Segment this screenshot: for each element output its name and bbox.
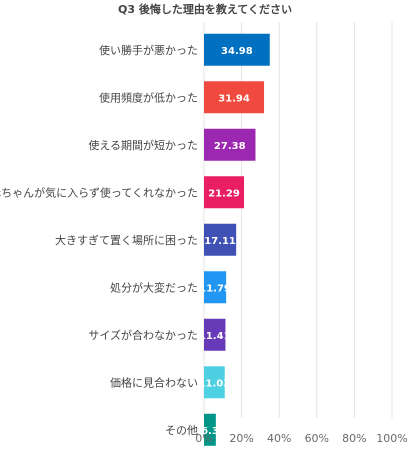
bar: [204, 33, 270, 66]
bar: [204, 176, 245, 209]
bar: [204, 413, 216, 446]
bar-value-label: 21.29: [208, 188, 240, 199]
category-label: 価格に見合わない: [110, 375, 198, 389]
bar-value-label: 17.11: [204, 236, 236, 247]
bar-value-label: 27.38: [214, 141, 246, 152]
category-label: その他: [165, 424, 198, 437]
category-label: 使える期間が短かった: [88, 138, 198, 152]
category-labels: 使い勝手が悪かった使用頻度が低かった使える期間が短かった赤ちゃんが気に入らず使っ…: [0, 43, 198, 437]
bar: [204, 271, 227, 304]
bar-value-label: 11.03: [199, 378, 231, 389]
bar: [204, 81, 265, 114]
bar-value-label: 31.94: [218, 93, 250, 104]
bars: 34.98 31.94 27.38 21.29 17.11 11.79 11.41 11.03…: [199, 33, 270, 446]
category-label: サイズが合わなかった: [88, 328, 198, 342]
category-label: 使用頻度が低かった: [99, 90, 198, 104]
x-tick-label: 20%: [229, 432, 253, 445]
bar-value-label: 6.3: [201, 426, 219, 437]
category-label: 使い勝手が悪かった: [99, 43, 198, 57]
x-tick-label: 0%: [195, 432, 212, 445]
bar-value-label: 11.41: [199, 331, 231, 342]
bar: [204, 318, 226, 351]
bar-value-label: 11.79: [199, 283, 231, 294]
x-tick-label: 80%: [342, 432, 366, 445]
x-tick-label: 60%: [305, 432, 329, 445]
x-tick-label: 40%: [267, 432, 291, 445]
chart-title: Q3 後悔した理由を教えてください: [118, 2, 292, 16]
category-label: 大きすぎて置く場所に困った: [55, 233, 198, 247]
category-label: 赤ちゃんが気に入らず使ってくれなかった: [0, 185, 198, 199]
bar: [204, 128, 256, 161]
bar: [204, 223, 237, 256]
category-label: 処分が大変だった: [110, 280, 198, 294]
bar-value-label: 34.98: [221, 46, 253, 57]
x-tick-label: 100%: [376, 432, 407, 445]
bar: [204, 366, 225, 399]
x-axis-ticks: 0% 20% 40% 60% 80% 100%: [195, 432, 407, 445]
